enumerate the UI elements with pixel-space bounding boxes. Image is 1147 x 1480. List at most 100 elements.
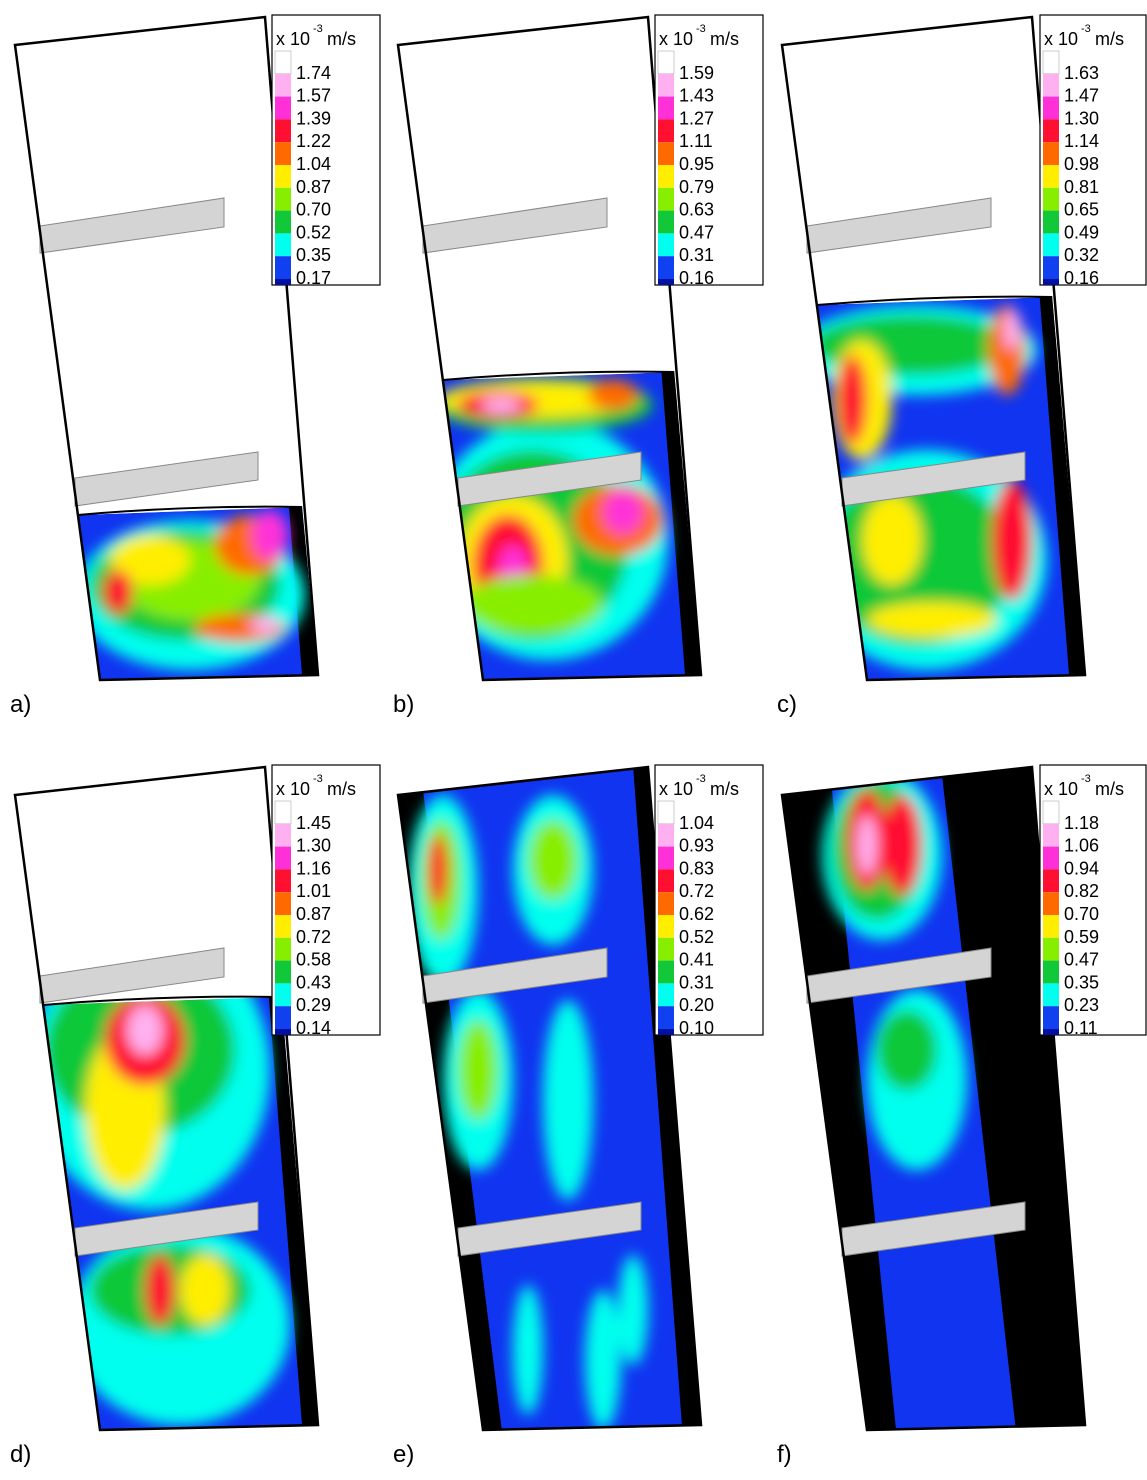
legend-level: 1.30 [296, 836, 331, 856]
baffle [39, 947, 225, 1004]
legend-level: 0.72 [679, 881, 714, 901]
free-surface [816, 295, 1053, 306]
legend-unit-exponent: -3 [313, 773, 323, 785]
legend-swatch [1043, 165, 1059, 188]
baffle [422, 197, 608, 254]
wall-strip [251, 507, 318, 675]
legend-unit: m/s [1095, 29, 1124, 49]
panel: x 10 -3 m/s 1.63 1.471.30 1.14 0.98 0.81 0.650.4… [777, 14, 1147, 718]
panel-label: f) [777, 1441, 792, 1468]
legend-level: 1.04 [296, 154, 331, 174]
legend-level: 1.47 [1064, 86, 1099, 106]
panel: x 10 -3 m/s 1.74 1.571.39 1.22 1.04 0.87 0.700.5… [10, 14, 381, 718]
panel: x 10 -3 m/s 1.04 0.930.83 0.72 0.62 0.52 0.410.3… [393, 764, 764, 1468]
panel: x 10 -3 m/s 1.18 1.060.94 0.82 0.70 0.59 0.470.3… [777, 764, 1147, 1468]
legend-level: 1.59 [679, 63, 714, 83]
legend-level: 0.29 [296, 995, 331, 1015]
legend-level: 0.83 [679, 858, 714, 878]
legend-swatch [275, 960, 291, 984]
legend-level: 0.14 [296, 1018, 331, 1038]
contour-blob [252, 510, 288, 560]
free-surface [43, 995, 282, 1006]
legend-unit-prefix: x 10 [276, 779, 310, 799]
legend-level: 0.31 [679, 245, 714, 265]
legend-level: 0.82 [1064, 881, 1099, 901]
contour-blob [862, 495, 922, 585]
legend-unit-exponent: -3 [313, 23, 323, 35]
legend-level: 0.41 [679, 950, 714, 970]
free-surface [442, 370, 675, 381]
contour-blob [837, 355, 867, 445]
legend-swatch [658, 937, 674, 961]
legend-swatch [1043, 1006, 1059, 1029]
legend-swatch [275, 210, 291, 234]
legend-swatch [658, 915, 674, 938]
velocity-field [398, 767, 701, 1430]
legend-swatch [1043, 869, 1059, 893]
velocity-field [782, 767, 1085, 1430]
legend-swatch [275, 233, 291, 257]
legend-swatch [658, 119, 674, 143]
legend-level: 1.11 [679, 131, 713, 151]
legend-unit-exponent: -3 [1081, 23, 1091, 35]
contour-blob [250, 617, 280, 633]
contour-blob [110, 535, 190, 585]
legend-swatch [658, 983, 674, 1007]
legend-swatch [658, 960, 674, 984]
legend-swatch [1043, 823, 1059, 847]
legend-level: 0.63 [679, 200, 714, 220]
legend-swatch [274, 800, 292, 825]
legend-level: 0.23 [1064, 995, 1099, 1015]
panel-label: b) [393, 691, 414, 718]
legend-swatch [1043, 279, 1059, 285]
contour-blob [1004, 310, 1020, 350]
legend-swatch [275, 1029, 291, 1035]
contours [442, 377, 668, 660]
legend-swatch [1043, 187, 1059, 211]
legend-unit: m/s [1095, 779, 1124, 799]
legend-level: 0.17 [296, 268, 331, 288]
legend-level: 0.59 [1064, 927, 1099, 947]
legend-swatch [1043, 892, 1059, 915]
legend-level: 1.16 [296, 858, 331, 878]
panel-label: c) [777, 691, 797, 718]
legend-swatch [275, 892, 291, 915]
legend-level: 1.74 [296, 63, 331, 83]
column-outline [13, 15, 320, 682]
legend-level: 0.20 [679, 995, 714, 1015]
legend-level: 1.45 [296, 813, 331, 833]
baffle [74, 451, 259, 507]
velocity-field [77, 507, 318, 680]
contour-blob [481, 397, 521, 413]
contour-blob [543, 1000, 593, 1200]
legend-level: 1.27 [679, 108, 714, 128]
legend-swatch [1043, 210, 1059, 234]
legend-swatch [658, 1029, 674, 1035]
panel: x 10 -3 m/s 1.59 1.431.27 1.11 0.95 0.79 0.630.4… [393, 14, 764, 718]
legend-level: 0.52 [679, 927, 714, 947]
legend-level: 1.06 [1064, 836, 1099, 856]
legend-swatch [1043, 142, 1059, 165]
legend-swatch [657, 50, 675, 75]
wall-strip [251, 997, 318, 1425]
legend-swatch [658, 869, 674, 893]
legend-level: 1.04 [679, 813, 714, 833]
legend-swatch [658, 279, 674, 285]
legend-swatch [275, 119, 291, 143]
legend-swatch [274, 50, 292, 75]
panel-label: d) [10, 1441, 31, 1468]
legend-swatch [275, 73, 291, 97]
contours [822, 770, 967, 1170]
legend-level: 0.52 [296, 222, 331, 242]
contour-blob [857, 815, 877, 875]
legend-swatch [1043, 233, 1059, 257]
contour-blob [882, 795, 922, 895]
contours [816, 305, 1047, 670]
legend-swatch [1043, 937, 1059, 961]
legend-swatch [1043, 983, 1059, 1007]
legend-level: 0.62 [679, 904, 714, 924]
legend-unit-exponent: -3 [1081, 773, 1091, 785]
contour-blob [867, 602, 997, 638]
legend-swatch [657, 800, 675, 825]
